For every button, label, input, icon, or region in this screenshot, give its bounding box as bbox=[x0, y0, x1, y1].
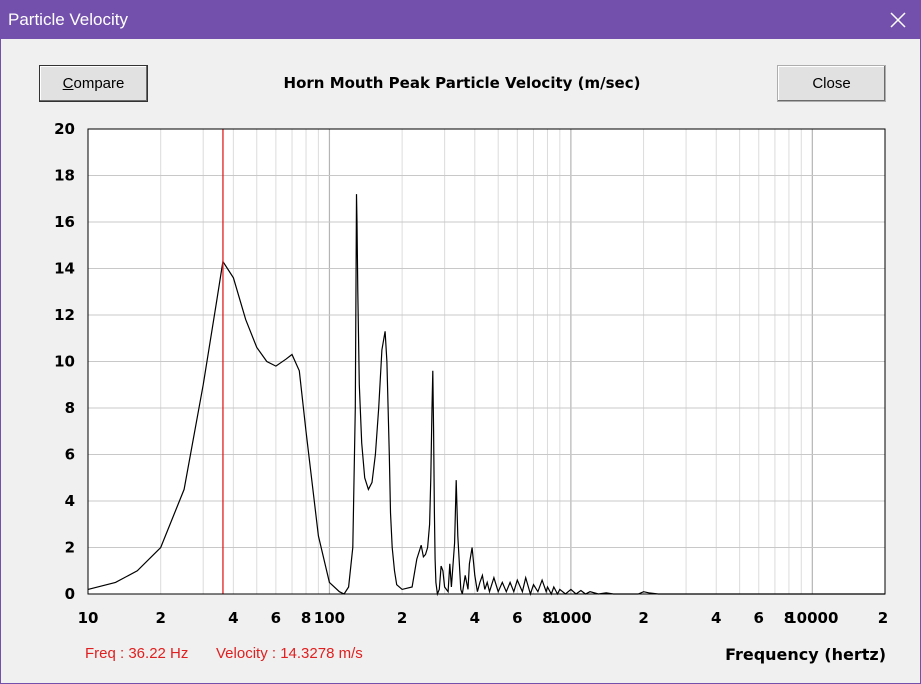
y-tick-label: 8 bbox=[65, 399, 75, 417]
x-tick-label: 10 bbox=[78, 609, 99, 627]
x-tick-label: 6 bbox=[754, 609, 764, 627]
plot-frame bbox=[87, 128, 886, 595]
x-tick-label: 2 bbox=[638, 609, 648, 627]
title-bar: Particle Velocity bbox=[1, 1, 920, 39]
x-tick-label: 8 bbox=[542, 609, 552, 627]
x-tick-label: 2 bbox=[878, 609, 888, 627]
y-tick-label: 6 bbox=[65, 446, 75, 464]
x-tick-label: 10000 bbox=[786, 609, 838, 627]
x-tick-label: 4 bbox=[711, 609, 721, 627]
x-tick-label: 6 bbox=[512, 609, 522, 627]
x-tick-label: 2 bbox=[155, 609, 165, 627]
y-tick-label: 16 bbox=[54, 213, 75, 231]
close-icon bbox=[890, 12, 906, 28]
x-tick-label: 8 bbox=[784, 609, 794, 627]
x-tick-label: 4 bbox=[228, 609, 238, 627]
close-button[interactable]: Close bbox=[777, 65, 886, 102]
y-tick-label: 14 bbox=[54, 260, 75, 278]
frequency-readout: Freq : 36.22 Hz bbox=[85, 645, 189, 662]
window-title: Particle Velocity bbox=[8, 10, 128, 29]
y-tick-labels: 0 2 4 6 8 10 12 14 16 18 20 bbox=[54, 120, 75, 603]
x-axis-label: Frequency (hertz) bbox=[725, 645, 886, 664]
x-tick-label: 1000 bbox=[550, 609, 592, 627]
y-tick-label: 10 bbox=[54, 353, 75, 371]
y-tick-label: 2 bbox=[65, 539, 75, 557]
window-close-button[interactable] bbox=[874, 1, 920, 39]
chart-title: Horn Mouth Peak Particle Velocity (m/sec… bbox=[283, 74, 641, 92]
y-tick-label: 4 bbox=[65, 492, 75, 510]
x-tick-label: 4 bbox=[470, 609, 480, 627]
velocity-readout: Velocity : 14.3278 m/s bbox=[216, 645, 363, 662]
y-tick-label: 0 bbox=[65, 585, 75, 603]
x-tick-label: 6 bbox=[271, 609, 281, 627]
x-tick-label: 2 bbox=[397, 609, 407, 627]
y-tick-label: 20 bbox=[54, 120, 75, 138]
chart-grid bbox=[88, 129, 885, 594]
compare-button-label: ompare bbox=[73, 75, 125, 92]
y-tick-label: 18 bbox=[54, 167, 75, 185]
y-tick-label: 12 bbox=[54, 306, 75, 324]
compare-button-mnemonic: C bbox=[62, 75, 74, 92]
x-tick-label: 100 bbox=[314, 609, 345, 627]
x-tick-label: 8 bbox=[301, 609, 311, 627]
